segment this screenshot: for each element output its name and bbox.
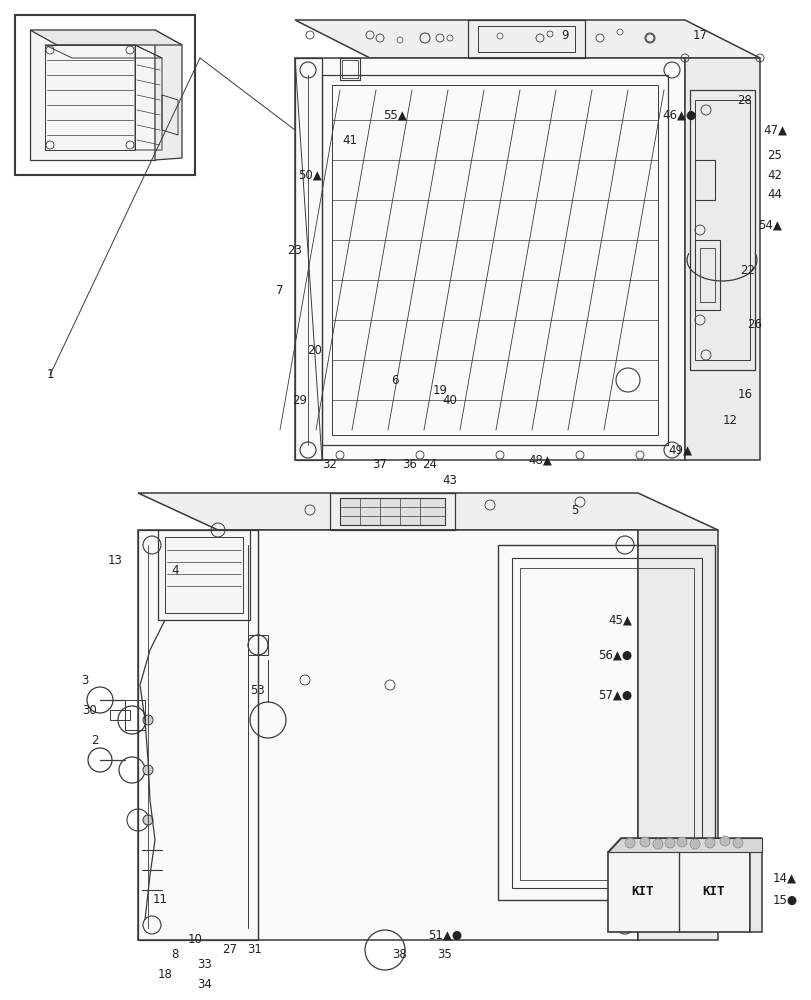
Text: 53: 53 [251,684,265,696]
Polygon shape [30,30,182,45]
Text: 13: 13 [107,554,122,566]
Circle shape [719,836,729,846]
Text: 41: 41 [342,134,357,147]
Polygon shape [607,838,761,852]
Text: 7: 7 [276,284,283,296]
Text: 36: 36 [402,458,417,472]
Polygon shape [340,498,444,525]
Text: 50▲: 50▲ [298,169,321,182]
Text: 42: 42 [766,169,782,182]
Text: 19: 19 [432,383,447,396]
Text: KIT: KIT [702,885,724,898]
Circle shape [652,839,663,849]
Text: 14▲: 14▲ [772,871,796,884]
Text: 1: 1 [46,368,54,381]
Polygon shape [155,30,182,160]
Text: 28: 28 [736,94,752,107]
Text: 33: 33 [197,958,212,971]
Text: 51▲●: 51▲● [427,928,461,941]
Text: 38: 38 [393,948,407,961]
Text: 22: 22 [740,263,754,276]
Text: 43: 43 [442,474,457,487]
Circle shape [143,715,152,725]
Circle shape [639,837,649,847]
Text: 46▲●: 46▲● [662,109,697,122]
Text: 55▲: 55▲ [383,109,406,122]
Polygon shape [637,530,717,940]
Circle shape [704,838,714,848]
Text: 25: 25 [766,149,782,162]
Polygon shape [158,530,250,620]
Text: 49▲: 49▲ [667,444,691,456]
Polygon shape [684,58,759,460]
Text: 54▲: 54▲ [757,219,781,232]
Text: 18: 18 [157,968,172,981]
Text: 16: 16 [736,388,752,401]
Polygon shape [607,838,761,852]
Text: 15●: 15● [771,893,796,906]
Text: 6: 6 [391,373,398,386]
Circle shape [732,838,742,848]
Text: 30: 30 [83,704,97,716]
Text: 5: 5 [571,504,578,516]
Text: 31: 31 [247,943,262,956]
Polygon shape [30,30,155,160]
Polygon shape [607,852,749,932]
Text: 26: 26 [747,318,762,332]
Text: 9: 9 [560,29,568,42]
Text: 57▲●: 57▲● [597,688,631,702]
Text: 37: 37 [372,458,387,472]
Circle shape [676,837,686,847]
Text: 34: 34 [197,978,212,991]
Bar [15,15,195,175]
Text: 40: 40 [442,393,457,406]
Text: 17: 17 [692,29,706,42]
Text: 47▲: 47▲ [762,124,786,137]
Text: 32: 32 [322,458,337,472]
Text: 2: 2 [91,734,99,746]
Polygon shape [138,530,637,940]
Text: 12: 12 [722,414,736,426]
Text: 3: 3 [81,674,88,686]
Text: 8: 8 [171,948,178,961]
Text: 24: 24 [422,458,437,472]
Text: 4: 4 [171,564,178,576]
Polygon shape [138,493,717,530]
Circle shape [624,838,634,848]
Text: 11: 11 [152,893,167,906]
Text: 56▲●: 56▲● [597,648,631,662]
Circle shape [143,765,152,775]
Text: 10: 10 [187,933,202,946]
Text: 20: 20 [307,344,322,357]
Polygon shape [749,838,761,932]
Circle shape [664,838,674,848]
Circle shape [143,815,152,825]
Text: 23: 23 [287,243,302,256]
Text: 48▲: 48▲ [527,454,551,466]
Text: KIT: KIT [631,885,654,898]
Text: 35: 35 [437,948,452,961]
Text: 27: 27 [222,943,237,956]
Polygon shape [294,20,759,58]
Text: 44: 44 [766,188,782,202]
Circle shape [689,839,699,849]
Polygon shape [294,58,684,460]
Text: 29: 29 [292,393,307,406]
Text: 45▲: 45▲ [607,613,631,626]
